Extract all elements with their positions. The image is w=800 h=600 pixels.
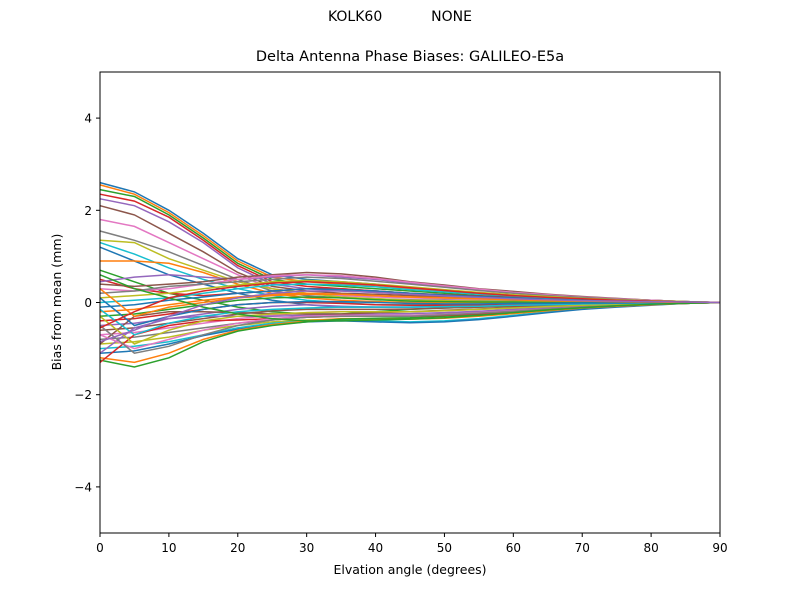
y-axis-ticks: −4 −2 0 2 4 bbox=[74, 112, 100, 494]
x-tick-label: 60 bbox=[506, 541, 521, 555]
series-line bbox=[99, 297, 720, 327]
x-tick-label: 30 bbox=[299, 541, 314, 555]
x-axis-ticks: 0 10 20 30 40 50 60 70 80 90 bbox=[96, 533, 728, 555]
figure-suptitle: KOLK60 NONE bbox=[328, 9, 472, 25]
y-tick-label: 0 bbox=[84, 296, 92, 310]
series-line bbox=[99, 274, 721, 322]
x-tick-label: 20 bbox=[230, 541, 245, 555]
x-tick-label: 40 bbox=[368, 541, 383, 555]
y-tick-label: −2 bbox=[74, 388, 92, 402]
y-tick-label: 4 bbox=[84, 112, 92, 126]
series-line bbox=[99, 301, 721, 345]
series-line bbox=[99, 301, 721, 354]
y-axis-label: Bias from mean (mm) bbox=[49, 234, 64, 371]
x-tick-label: 90 bbox=[712, 541, 727, 555]
series-line bbox=[99, 281, 721, 329]
x-tick-label: 50 bbox=[437, 541, 452, 555]
series-line bbox=[99, 290, 721, 343]
x-tick-label: 0 bbox=[96, 541, 104, 555]
series-lines bbox=[99, 181, 721, 368]
y-tick-label: −4 bbox=[74, 480, 92, 494]
x-axis-label: Elvation angle (degrees) bbox=[333, 562, 486, 577]
x-tick-label: 10 bbox=[161, 541, 176, 555]
chart-title: Delta Antenna Phase Biases: GALILEO-E5a bbox=[255, 49, 565, 65]
y-tick-label: 2 bbox=[84, 204, 92, 218]
x-tick-label: 70 bbox=[575, 541, 590, 555]
x-tick-label: 80 bbox=[643, 541, 658, 555]
